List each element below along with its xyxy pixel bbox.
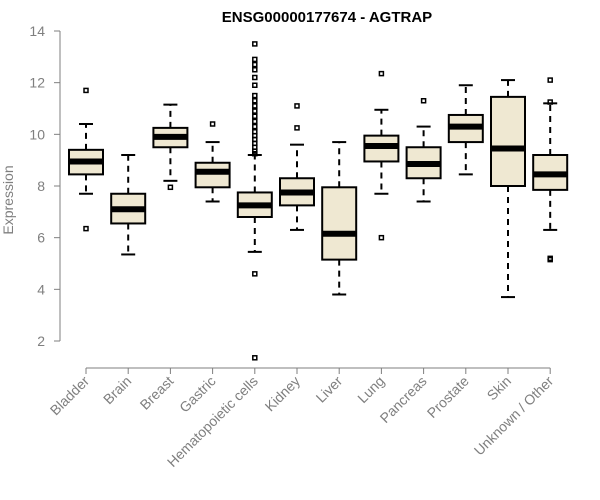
box-gastric bbox=[194, 121, 231, 203]
outlier-point bbox=[294, 103, 300, 109]
box-unknown-other bbox=[532, 77, 569, 263]
x-tick-label: Bladder bbox=[47, 373, 93, 419]
y-tick-label: 8 bbox=[37, 178, 45, 194]
box-kidney bbox=[279, 103, 315, 231]
y-axis: 2 4 6 8 10 12 14 bbox=[29, 23, 61, 349]
outlier-point bbox=[252, 118, 258, 125]
x-tick-label: Kidney bbox=[262, 373, 304, 415]
outlier-point bbox=[252, 61, 258, 68]
chart-title: ENSG00000177674 - AGTRAP bbox=[222, 9, 432, 26]
x-tick-label: Lung bbox=[354, 373, 387, 406]
outlier-point bbox=[547, 255, 553, 262]
outlier-point bbox=[252, 67, 258, 73]
outlier-point bbox=[252, 355, 258, 361]
outlier-point bbox=[83, 87, 89, 94]
iqr-box bbox=[490, 95, 526, 187]
box-prostate bbox=[447, 84, 484, 176]
box-hematopoietic-cells bbox=[236, 41, 273, 361]
outlier-point bbox=[252, 82, 258, 88]
outlier-point bbox=[378, 234, 385, 241]
outlier-point bbox=[252, 56, 258, 63]
outlier-point bbox=[378, 70, 385, 77]
box-breast bbox=[152, 103, 189, 191]
y-tick-label: 6 bbox=[37, 230, 45, 246]
plot-area bbox=[68, 41, 569, 361]
box-bladder bbox=[68, 87, 104, 232]
iqr-box bbox=[321, 186, 358, 261]
y-tick-label: 2 bbox=[37, 333, 45, 349]
x-tick-label: Breast bbox=[137, 373, 177, 413]
y-tick-label: 14 bbox=[29, 23, 45, 39]
outlier-point bbox=[294, 125, 300, 131]
outlier-point bbox=[252, 271, 258, 277]
x-tick-label: Prostate bbox=[424, 373, 472, 421]
box-brain bbox=[110, 154, 147, 256]
outlier-point bbox=[252, 113, 258, 119]
outlier-point bbox=[83, 225, 89, 232]
y-axis-label: Expression bbox=[0, 165, 16, 234]
outlier-point bbox=[252, 103, 258, 109]
outlier-point bbox=[252, 108, 258, 114]
outlier-point bbox=[252, 41, 258, 47]
x-tick-label: Unknown / Other bbox=[471, 373, 557, 459]
box-liver bbox=[321, 141, 358, 296]
y-tick-label: 10 bbox=[29, 126, 45, 142]
x-tick-label: Brain bbox=[100, 373, 134, 407]
outlier-point bbox=[547, 77, 553, 83]
x-tick-label: Liver bbox=[313, 373, 346, 406]
outlier-point bbox=[252, 123, 258, 130]
outlier-point bbox=[252, 150, 258, 157]
y-tick-label: 12 bbox=[29, 75, 45, 91]
x-tick-label: Pancreas bbox=[377, 373, 430, 426]
box-lung bbox=[363, 70, 400, 241]
box-pancreas bbox=[405, 98, 442, 203]
box-skin bbox=[490, 79, 526, 299]
outlier-point bbox=[252, 92, 258, 99]
y-tick-label: 4 bbox=[37, 281, 45, 297]
x-tick-label: Skin bbox=[484, 373, 515, 404]
outlier-point bbox=[547, 99, 553, 105]
iqr-box bbox=[194, 161, 231, 189]
outlier-point bbox=[252, 98, 258, 104]
outlier-point bbox=[209, 121, 216, 127]
outlier-point bbox=[252, 74, 258, 81]
outlier-point bbox=[420, 98, 427, 104]
outlier-point bbox=[167, 184, 174, 191]
